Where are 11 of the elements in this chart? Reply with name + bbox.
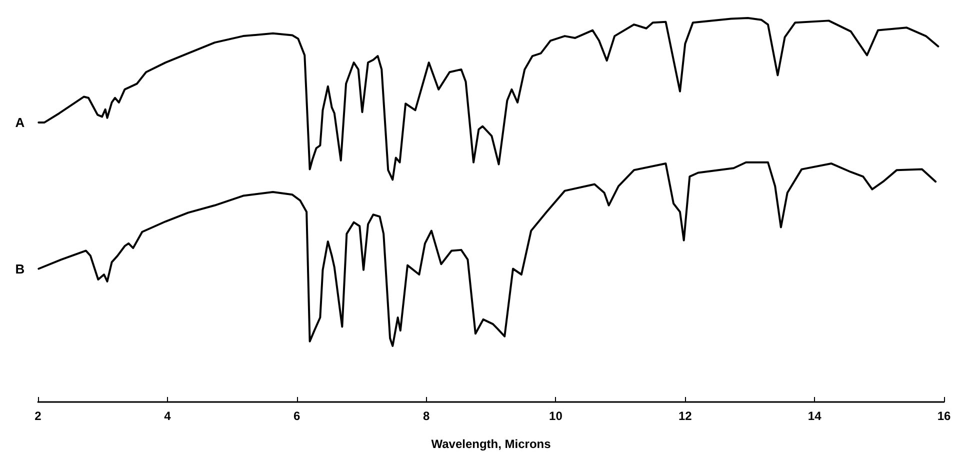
series-label: B <box>15 261 25 276</box>
x-tick-label: 16 <box>937 409 951 423</box>
x-axis-title: Wavelength, Microns <box>431 437 552 451</box>
x-tick-label: 12 <box>678 409 692 423</box>
x-tick-label: 10 <box>549 409 563 423</box>
x-tick-label: 14 <box>808 409 822 423</box>
x-tick-label: 6 <box>294 409 301 423</box>
series-label: A <box>15 114 26 130</box>
x-tick-label: 8 <box>422 409 430 423</box>
x-tick-label: 4 <box>164 409 172 423</box>
x-tick-label: 2 <box>34 409 42 423</box>
